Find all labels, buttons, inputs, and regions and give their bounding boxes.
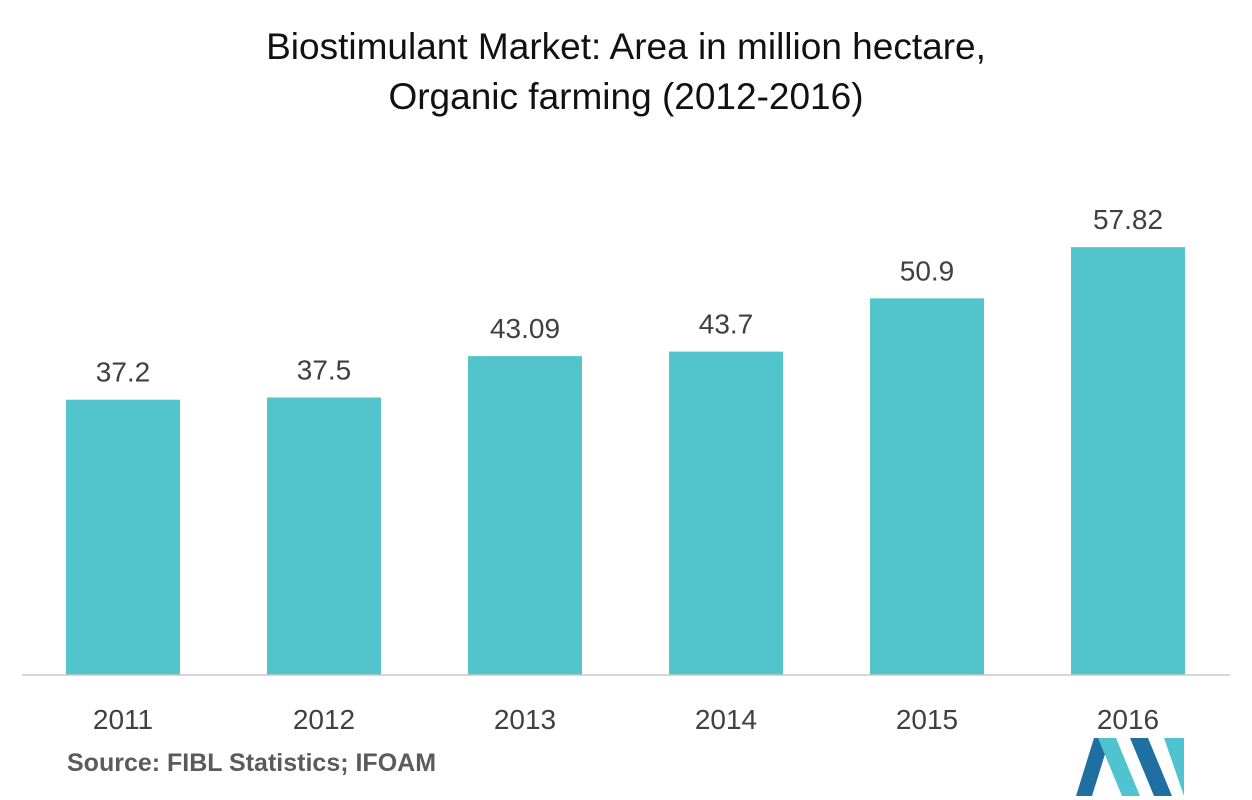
- bar-2016: [1071, 247, 1185, 675]
- bar-2012: [267, 397, 381, 675]
- value-label-2012: 37.5: [297, 355, 352, 386]
- logo-middle-stroke: [1098, 738, 1140, 796]
- x-tick-label-2014: 2014: [695, 704, 757, 735]
- logo-left-stroke: [1076, 738, 1110, 796]
- value-label-2011: 37.2: [96, 357, 151, 388]
- x-tick-label-2013: 2013: [494, 704, 556, 735]
- bar-2011: [66, 399, 180, 675]
- bar-2015: [870, 298, 984, 675]
- x-tick-label-2012: 2012: [293, 704, 355, 735]
- x-tick-label-2015: 2015: [896, 704, 958, 735]
- bar-2014: [669, 351, 783, 675]
- value-label-2013: 43.09: [490, 313, 560, 344]
- labels-layer: 37.2 2011 37.5 2012 43.09 2013 43.7 2014 50.9 201…: [93, 204, 1163, 735]
- chart-title: Biostimulant Market: Area in million hec…: [0, 22, 1252, 122]
- source-note: Source: FIBL Statistics; IFOAM: [67, 749, 437, 777]
- logo-right-stroke: [1130, 738, 1172, 796]
- chart-title-line-2: Organic farming (2012-2016): [388, 76, 864, 117]
- value-label-2016: 57.82: [1093, 204, 1163, 235]
- mordor-intelligence-logo-icon: [1076, 738, 1184, 796]
- x-tick-label-2011: 2011: [93, 704, 153, 735]
- logo-right-edge: [1164, 738, 1184, 796]
- x-tick-label-2016: 2016: [1097, 704, 1159, 735]
- value-label-2014: 43.7: [699, 309, 754, 340]
- bars-layer: [66, 247, 1185, 675]
- chart-title-line-1: Biostimulant Market: Area in million hec…: [266, 26, 986, 67]
- bar-2013: [468, 356, 582, 675]
- value-label-2015: 50.9: [900, 255, 955, 286]
